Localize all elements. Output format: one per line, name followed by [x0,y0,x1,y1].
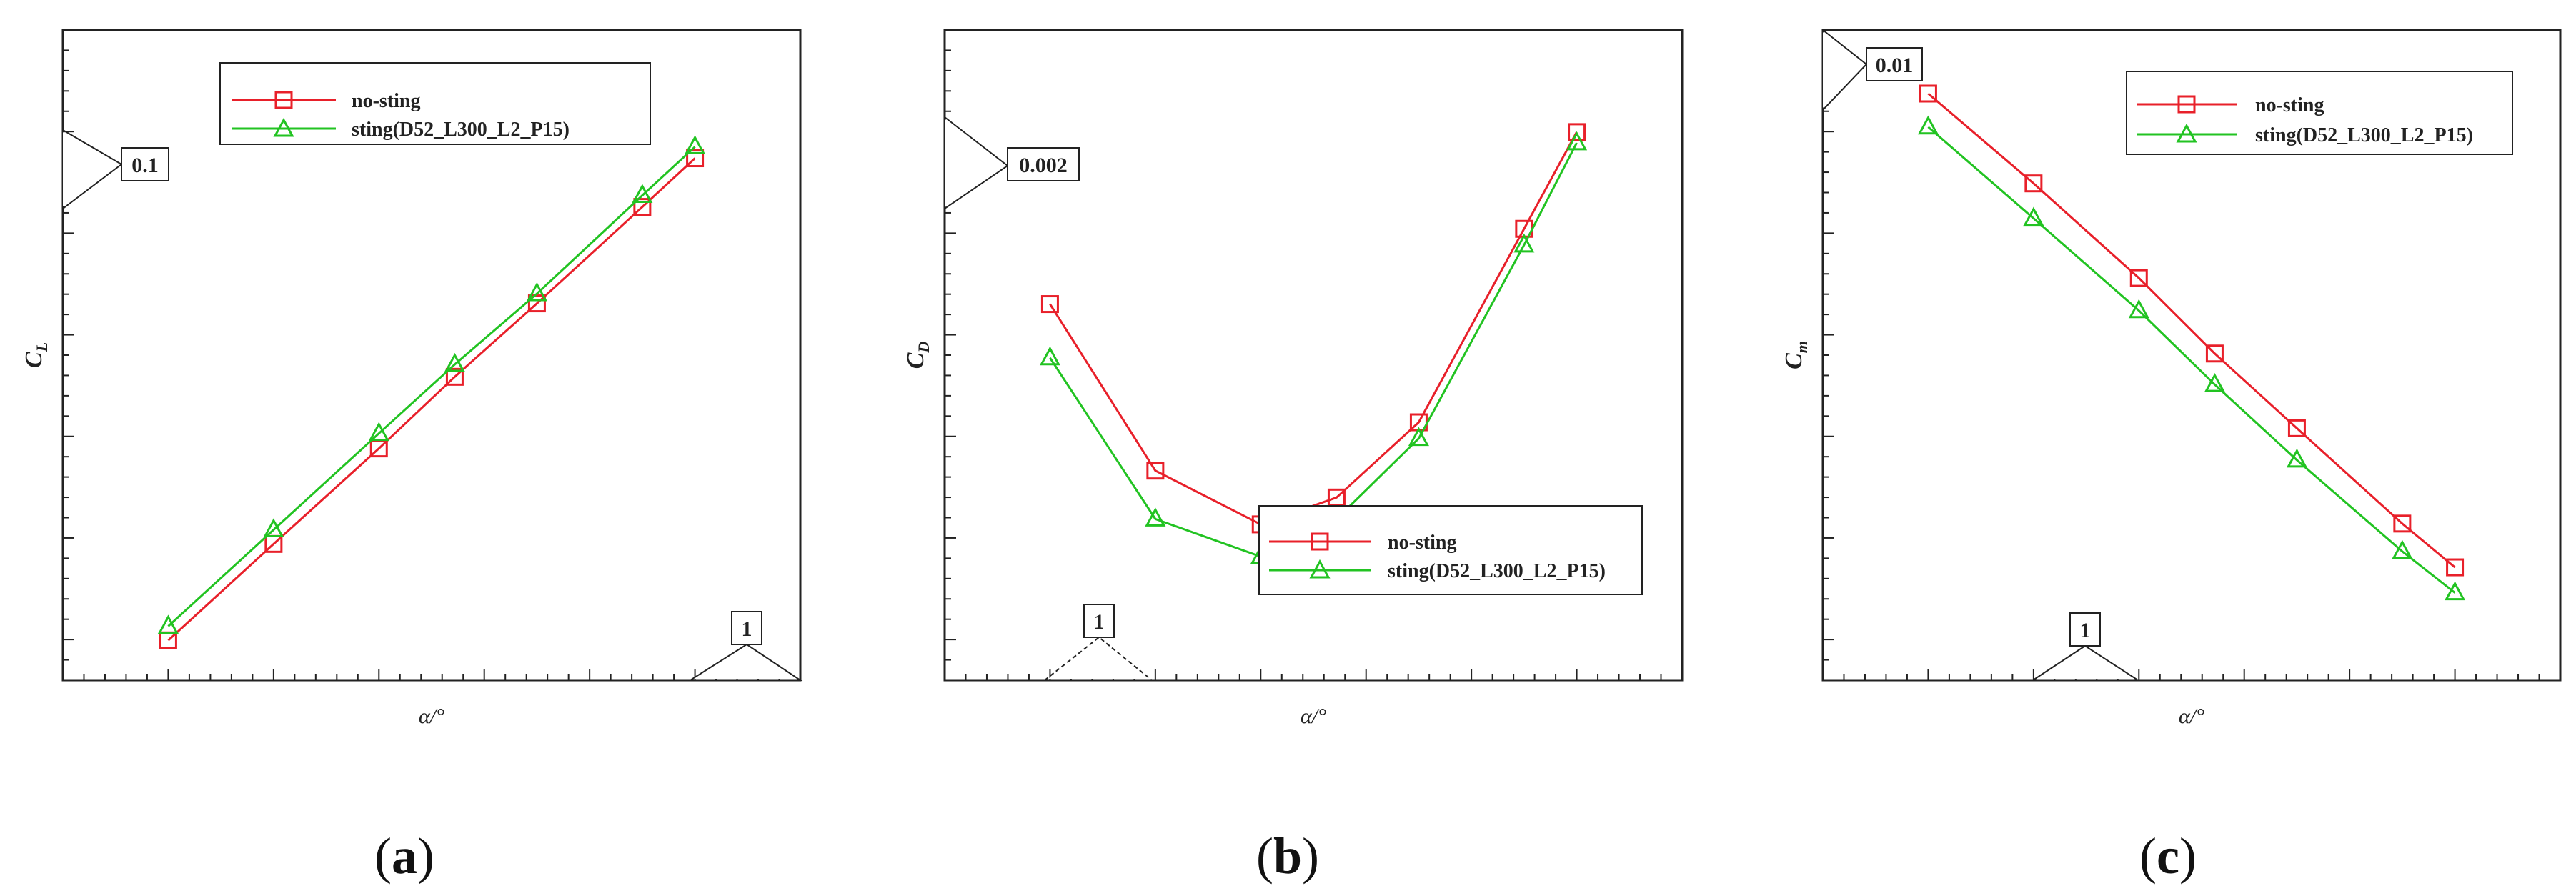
x-scale-box-label: 1 [1094,610,1105,634]
legend-label-no-sting: no-sting [2255,94,2324,116]
data-point-triangle [2286,448,2307,468]
data-point-triangle [1513,233,1535,253]
y-axis-label: CD [902,342,933,369]
data-point-square [2393,514,2412,533]
y-scale-box: 0.01 [1822,28,1923,112]
y-axis-label: Cm [1781,341,1811,369]
data-point-triangle [632,184,653,204]
x-scale-box-label: 1 [742,617,752,641]
data-point-triangle [2023,206,2044,227]
data-point-triangle [263,518,284,538]
series-line [1927,126,2456,594]
legend: no-sting sting(D52_L300_L2_P15) [219,62,651,145]
y-scale-box: 0.1 [62,129,169,211]
data-point-triangle [1566,131,1588,151]
legend-marker-triangle [1309,559,1331,579]
legend-label-sting: sting(D52_L300_L2_P15) [352,119,570,141]
data-point-square [633,198,652,216]
x-axis-label: α/° [2179,705,2204,728]
chart-panel-b: CD α/° 0.002 1 no-sting sting(D52_L300_L… [902,29,1684,728]
data-point-triangle [368,422,389,442]
data-point-square [2129,269,2148,287]
legend-label-no-sting: no-sting [352,90,420,112]
panel-caption-c: (c) [2139,827,2197,885]
series-no-sting [1919,84,2465,577]
chart-panel-a: CL α/° 0.1 1 no-sting sting(D52_L300_L2_… [21,29,803,728]
panel-caption-b: (b) [1256,827,1319,885]
data-point-triangle [2204,373,2225,392]
data-point-triangle [526,282,547,302]
data-point-triangle [2392,539,2413,559]
axis-ticks [945,49,1662,680]
series-line [1049,131,1578,526]
data-point-triangle [2128,299,2149,319]
data-point-triangle [1408,427,1429,447]
legend-marker-triangle [2176,123,2197,143]
legend-label-sting: sting(D52_L300_L2_P15) [2255,124,2473,146]
data-point-square [2205,344,2224,363]
legend-marker-square [2177,95,2196,114]
y-scale-box-label: 0.002 [1019,154,1068,177]
data-point-square [1919,84,1937,103]
legend-marker-square [274,91,293,109]
data-point-triangle [1917,115,1939,135]
series-sting [1917,115,2466,601]
series-line [167,157,696,642]
x-scale-box-label: 1 [2080,619,2091,642]
data-point-triangle [1039,346,1060,366]
legend: no-sting sting(D52_L300_L2_P15) [2126,71,2513,155]
data-point-square [686,149,705,168]
data-point-square [2287,419,2306,437]
series-line [167,146,696,627]
y-scale-box: 0.002 [944,115,1080,210]
data-point-triangle [1145,507,1166,527]
x-axis-label: α/° [1301,705,1326,728]
x-scale-box: 1 [1043,604,1154,681]
panel-caption-a: (a) [374,827,434,885]
data-point-triangle [157,614,179,634]
data-point-square [1146,462,1165,480]
data-point-square [1040,295,1059,314]
legend-label-no-sting: no-sting [1388,532,1456,554]
x-scale-box: 1 [2030,612,2141,681]
legend-label-sting: sting(D52_L300_L2_P15) [1388,560,1606,582]
legend-marker-square [1311,532,1329,551]
y-axis-label: CL [21,342,51,368]
legend-marker-triangle [273,117,294,137]
axis-ticks [1823,49,2540,680]
x-scale-box: 1 [687,611,803,681]
data-point-square [2446,558,2465,577]
y-scale-box-label: 0.01 [1876,54,1914,77]
series-line [1927,92,2456,569]
data-point-square [527,294,546,313]
data-point-triangle [2445,581,2466,601]
data-point-square [445,367,464,386]
data-point-triangle [444,352,465,372]
chart-panel-c: Cm α/° 0.01 1 no-sting sting(D52_L300_L2… [1781,28,2562,728]
series-sting [157,135,706,634]
y-scale-box-label: 0.1 [131,154,159,177]
data-point-triangle [685,135,706,154]
legend: no-sting sting(D52_L300_L2_P15) [1258,505,1643,595]
x-axis-label: α/° [419,705,444,728]
data-point-square [2024,174,2043,193]
data-point-square [1568,123,1586,141]
